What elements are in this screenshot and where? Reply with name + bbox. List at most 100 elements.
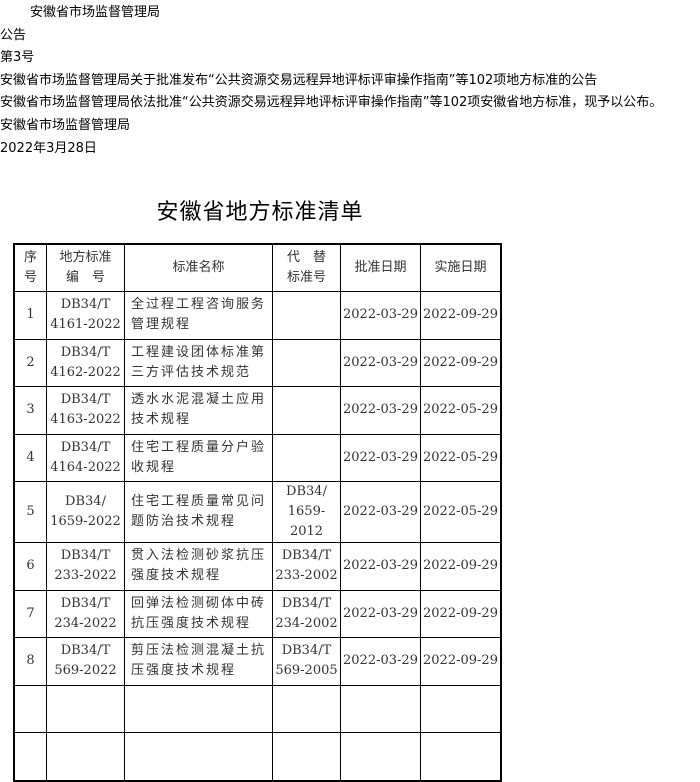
- empty-cell: [340, 732, 421, 781]
- seq-cell: 7: [13, 589, 47, 638]
- code-cell-line1: DB34/T: [60, 548, 111, 564]
- notice-signature: 安徽省市场监督管理局: [0, 117, 131, 133]
- code-cell: DB34/T 4161-2022: [46, 291, 125, 340]
- name-cell: 工程建设团体标准第三方评估技术规范: [124, 338, 273, 387]
- empty-cell: [13, 684, 47, 733]
- name-cell: 透水水泥混凝土应用技术规程: [124, 386, 273, 435]
- seq-cell: 6: [13, 542, 47, 591]
- empty-table-row: [13, 732, 502, 781]
- replaced-cell-line1: DB34/T: [281, 548, 332, 564]
- code-cell-line1: DB34/T: [60, 392, 111, 408]
- table-row: 2 DB34/T 4162-2022 工程建设团体标准第三方评估技术规范 2022-03…: [13, 338, 502, 387]
- notice-date: 2022年3月28日: [0, 140, 97, 156]
- name-cell: 剪压法检测混凝土抗压强度技术规程: [124, 637, 273, 686]
- empty-cell: [124, 732, 273, 781]
- code-cell: DB34/T 4163-2022: [46, 386, 125, 435]
- effective-date-cell: 2022-09-29: [420, 542, 502, 591]
- empty-cell: [46, 732, 125, 781]
- notice-number: 第3号: [0, 50, 35, 66]
- code-cell: DB34/T 234-2022: [46, 589, 125, 638]
- header-name: 标准名称: [124, 243, 273, 292]
- seq-cell: 2: [13, 338, 47, 387]
- header-seq-line2: 号: [23, 270, 37, 285]
- code-cell-line2: 4162-2022: [50, 364, 121, 380]
- replaced-cell-line1: DB34/: [286, 484, 327, 499]
- effective-date-cell: 2022-09-29: [420, 637, 502, 686]
- code-cell-line1: DB34/T: [60, 643, 111, 659]
- approved-date-cell: 2022-03-29: [340, 481, 421, 543]
- approved-date-cell: 2022-03-29: [340, 291, 421, 340]
- empty-cell: [272, 684, 341, 733]
- replaced-cell: [272, 338, 341, 387]
- header-replaced-line2: 标准号: [286, 270, 326, 285]
- seq-cell: 8: [13, 637, 47, 686]
- table-row: 3 DB34/T 4163-2022 透水水泥混凝土应用技术规程 2022-03-29 2…: [13, 386, 502, 435]
- code-cell: DB34/T 4162-2022: [46, 338, 125, 387]
- seq-cell: 3: [13, 386, 47, 435]
- table-row: 8 DB34/T 569-2022 剪压法检测混凝土抗压强度技术规程 DB34/T 569…: [13, 637, 502, 686]
- header-code: 地方标准编 号: [46, 243, 125, 292]
- header-code-line1: 地方标准: [59, 250, 112, 265]
- approved-date-cell: 2022-03-29: [340, 433, 421, 482]
- replaced-cell: [272, 291, 341, 340]
- code-cell: DB34/T 233-2022: [46, 542, 125, 591]
- notice-text: 安徽省市场监督管理局 公告 第3号 安徽省市场监督管理局关于批准发布“公共资源交…: [0, 2, 700, 160]
- approved-date-cell: 2022-03-29: [340, 386, 421, 435]
- name-cell: 贯入法检测砂浆抗压强度技术规程: [124, 542, 273, 591]
- replaced-cell: DB34/T 234-2002: [272, 589, 341, 638]
- empty-table-row: [13, 684, 502, 733]
- header-effective: 实施日期: [420, 243, 502, 292]
- replaced-cell: [272, 386, 341, 435]
- code-cell-line2: 234-2022: [54, 615, 117, 631]
- approved-date-cell: 2022-03-29: [340, 542, 421, 591]
- code-cell-line1: DB34/T: [60, 297, 111, 313]
- header-seq-line1: 序: [23, 250, 37, 265]
- effective-date-cell: 2022-05-29: [420, 386, 502, 435]
- code-cell-line2: 4163-2022: [50, 412, 121, 428]
- code-cell-line2: 1659-2022: [50, 514, 121, 529]
- table-row: 6 DB34/T 233-2022 贯入法检测砂浆抗压强度技术规程 DB34/T 233-…: [13, 542, 502, 591]
- effective-date-cell: 2022-09-29: [420, 291, 502, 340]
- notice-body: 安徽省市场监督管理局依法批准“公共资源交易远程异地评标评审操作指南”等102项安…: [0, 95, 663, 111]
- code-cell-line2: 4164-2022: [50, 459, 121, 475]
- code-cell-line2: 569-2022: [54, 663, 117, 679]
- seq-cell: 4: [13, 433, 47, 482]
- empty-cell: [420, 732, 502, 781]
- code-cell-line2: 4161-2022: [50, 317, 121, 333]
- replaced-cell-line2: 569-2005: [275, 663, 338, 679]
- name-cell: 住宅工程质量常见问题防治技术规程: [124, 481, 273, 543]
- code-cell-line1: DB34/: [65, 494, 106, 509]
- seq-cell: 1: [13, 291, 47, 340]
- table-row: 1 DB34/T 4161-2022 全过程工程咨询服务管理规程 2022-03-29 2…: [13, 291, 502, 340]
- notice-headline: 安徽省市场监督管理局关于批准发布“公共资源交易远程异地评标评审操作指南”等102…: [0, 72, 598, 88]
- table-header-row: 序号 地方标准编 号 标准名称 代 替标准号 批准日期 实施日期: [13, 243, 502, 292]
- code-cell: DB34/T 4164-2022: [46, 433, 125, 482]
- header-replaced: 代 替标准号: [272, 243, 341, 292]
- code-cell-line1: DB34/T: [60, 595, 111, 611]
- table-row: 7 DB34/T 234-2022 回弹法检测砌体中砖抗压强度技术规程 DB34/T 23…: [13, 589, 502, 638]
- code-cell-line1: DB34/T: [60, 344, 111, 360]
- replaced-cell: DB34/T 569-2005: [272, 637, 341, 686]
- effective-date-cell: 2022-05-29: [420, 433, 502, 482]
- name-cell: 全过程工程咨询服务管理规程: [124, 291, 273, 340]
- replaced-cell-line1: DB34/T: [281, 595, 332, 611]
- notice-type: 公告: [0, 27, 27, 43]
- replaced-cell: DB34/1659-2012: [272, 481, 341, 543]
- list-title: 安徽省地方标准清单: [156, 200, 364, 225]
- empty-cell: [124, 684, 273, 733]
- code-cell-line2: 233-2022: [54, 568, 117, 584]
- code-cell-line1: DB34/T: [60, 439, 111, 455]
- replaced-cell: DB34/T 233-2002: [272, 542, 341, 591]
- effective-date-cell: 2022-09-29: [420, 338, 502, 387]
- table-row: 4 DB34/T 4164-2022 住宅工程质量分户验收规程 2022-03-29 20…: [13, 433, 502, 482]
- replaced-cell-line2: 1659-2012: [287, 504, 326, 539]
- table-row: 5 DB34/1659-2022 住宅工程质量常见问题防治技术规程 DB34/1659…: [13, 481, 502, 543]
- approved-date-cell: 2022-03-29: [340, 637, 421, 686]
- approved-date-cell: 2022-03-29: [340, 338, 421, 387]
- code-cell: DB34/T 569-2022: [46, 637, 125, 686]
- approved-date-cell: 2022-03-29: [340, 589, 421, 638]
- issuer: 安徽省市场监督管理局: [30, 5, 161, 20]
- header-code-line2: 编 号: [65, 270, 105, 285]
- effective-date-cell: 2022-09-29: [420, 589, 502, 638]
- header-approved: 批准日期: [340, 243, 421, 292]
